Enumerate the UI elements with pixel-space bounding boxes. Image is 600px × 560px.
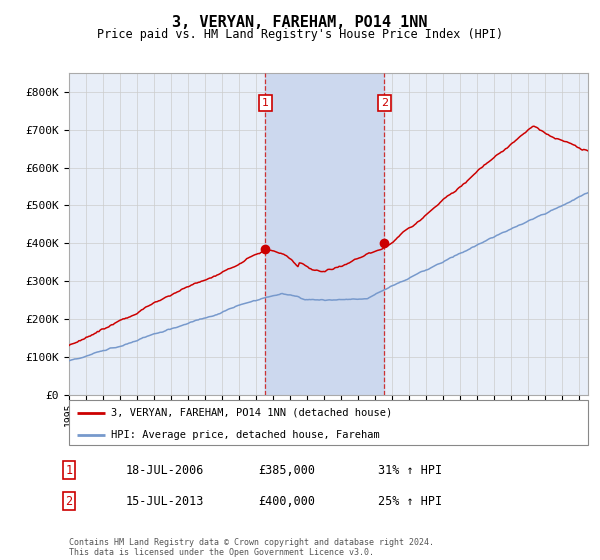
Text: 2: 2	[65, 494, 73, 508]
Text: 25% ↑ HPI: 25% ↑ HPI	[378, 494, 442, 508]
Text: 18-JUL-2006: 18-JUL-2006	[126, 464, 205, 477]
Text: 31% ↑ HPI: 31% ↑ HPI	[378, 464, 442, 477]
Text: £400,000: £400,000	[258, 494, 315, 508]
Bar	[265, 73, 385, 395]
Text: 1: 1	[65, 464, 73, 477]
Text: HPI: Average price, detached house, Fareham: HPI: Average price, detached house, Fare…	[110, 430, 379, 440]
Text: 3, VERYAN, FAREHAM, PO14 1NN: 3, VERYAN, FAREHAM, PO14 1NN	[172, 15, 428, 30]
Text: £385,000: £385,000	[258, 464, 315, 477]
Text: 1: 1	[262, 98, 269, 108]
Text: 15-JUL-2013: 15-JUL-2013	[126, 494, 205, 508]
Text: Price paid vs. HM Land Registry's House Price Index (HPI): Price paid vs. HM Land Registry's House …	[97, 28, 503, 41]
Text: 3, VERYAN, FAREHAM, PO14 1NN (detached house): 3, VERYAN, FAREHAM, PO14 1NN (detached h…	[110, 408, 392, 418]
FancyBboxPatch shape	[69, 400, 588, 445]
Text: 2: 2	[381, 98, 388, 108]
Text: Contains HM Land Registry data © Crown copyright and database right 2024.
This d: Contains HM Land Registry data © Crown c…	[69, 538, 434, 557]
